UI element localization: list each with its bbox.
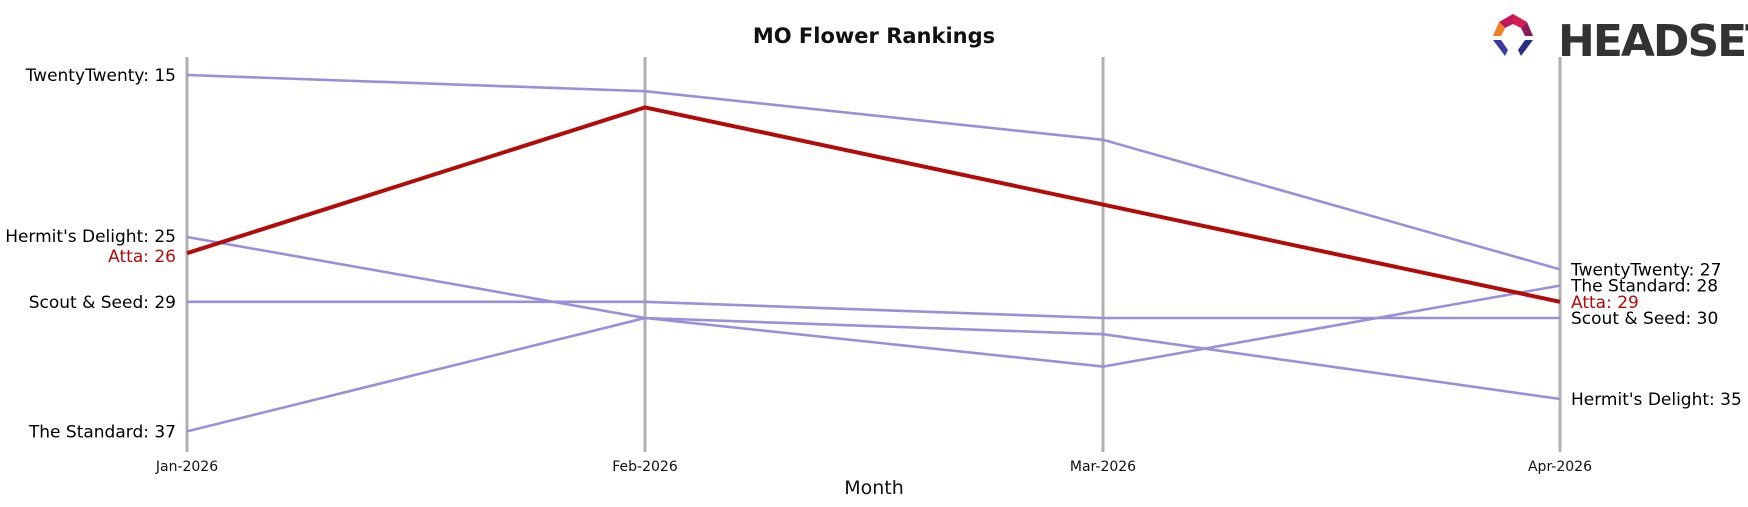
series-line-hermit-s-delight: [186, 235, 1561, 401]
series-lines: [186, 73, 1561, 433]
series-labels: TwentyTwenty: 15 TwentyTwenty: 27 Hermit's…: [5, 66, 1742, 442]
x-tick-label: Mar-2026: [1070, 459, 1136, 475]
series-line-twentytwenty: [186, 73, 1561, 271]
start-label: Hermit's Delight: 25: [5, 227, 176, 247]
start-label: Atta: 26: [108, 247, 176, 267]
start-label: TwentyTwenty: 15: [25, 66, 176, 86]
end-label: Scout & Seed: 30: [1571, 309, 1718, 329]
end-label: TwentyTwenty: 27: [1570, 260, 1721, 280]
start-label: The Standard: 37: [28, 422, 176, 442]
x-axis-label: Month: [844, 477, 904, 499]
x-tick-label: Apr-2026: [1528, 459, 1592, 475]
vertical-gridlines: [185, 57, 1562, 452]
x-tick-labels: Jan-2026 Feb-2026 Mar-2026 Apr-2026: [155, 459, 1592, 475]
series-line-atta: [186, 105, 1561, 304]
headset-logo-text: HEADSET: [1558, 16, 1748, 67]
headset-logo-icon: [1493, 14, 1533, 56]
x-tick-label: Feb-2026: [612, 459, 678, 475]
headset-logo: HEADSET: [1493, 14, 1748, 67]
end-label: Hermit's Delight: 35: [1571, 390, 1742, 410]
end-label: The Standard: 28: [1570, 277, 1718, 297]
chart-title: MO Flower Rankings: [753, 24, 995, 48]
x-tick-label: Jan-2026: [155, 459, 218, 475]
series-line-scout-seed: [187, 300, 1560, 320]
end-label: Atta: 29: [1571, 293, 1639, 313]
start-label: Scout & Seed: 29: [29, 293, 176, 313]
series-line-the-standard: [186, 284, 1561, 433]
